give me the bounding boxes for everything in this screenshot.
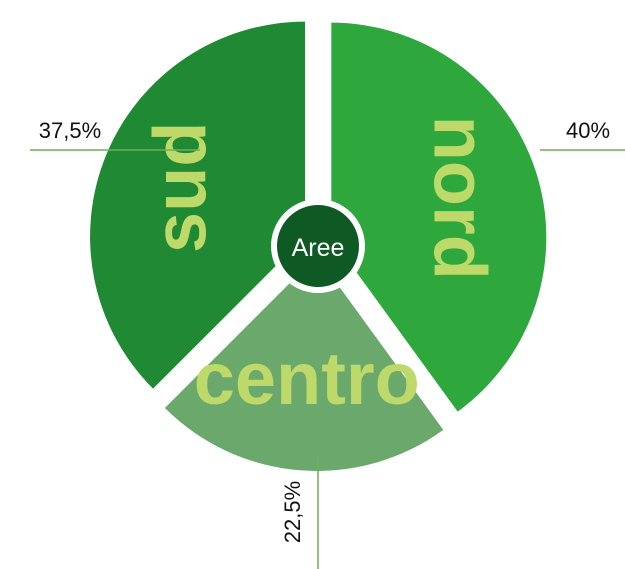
chart-title: Aree: [292, 234, 345, 262]
pie-slice: [331, 22, 547, 412]
category-label: sud: [138, 121, 221, 253]
pie-slice: [164, 255, 444, 471]
center-badge: [271, 199, 365, 293]
value-label: 37,5%: [39, 118, 101, 143]
pie: [90, 21, 547, 471]
pie-slice: [90, 21, 306, 389]
value-label: 22,5%: [280, 481, 305, 543]
category-label: nord: [418, 116, 501, 280]
labels: nord 40% centro 22,5% sud 37,5%: [30, 116, 625, 569]
category-label: centro: [194, 337, 420, 420]
value-label: 40%: [566, 118, 610, 143]
